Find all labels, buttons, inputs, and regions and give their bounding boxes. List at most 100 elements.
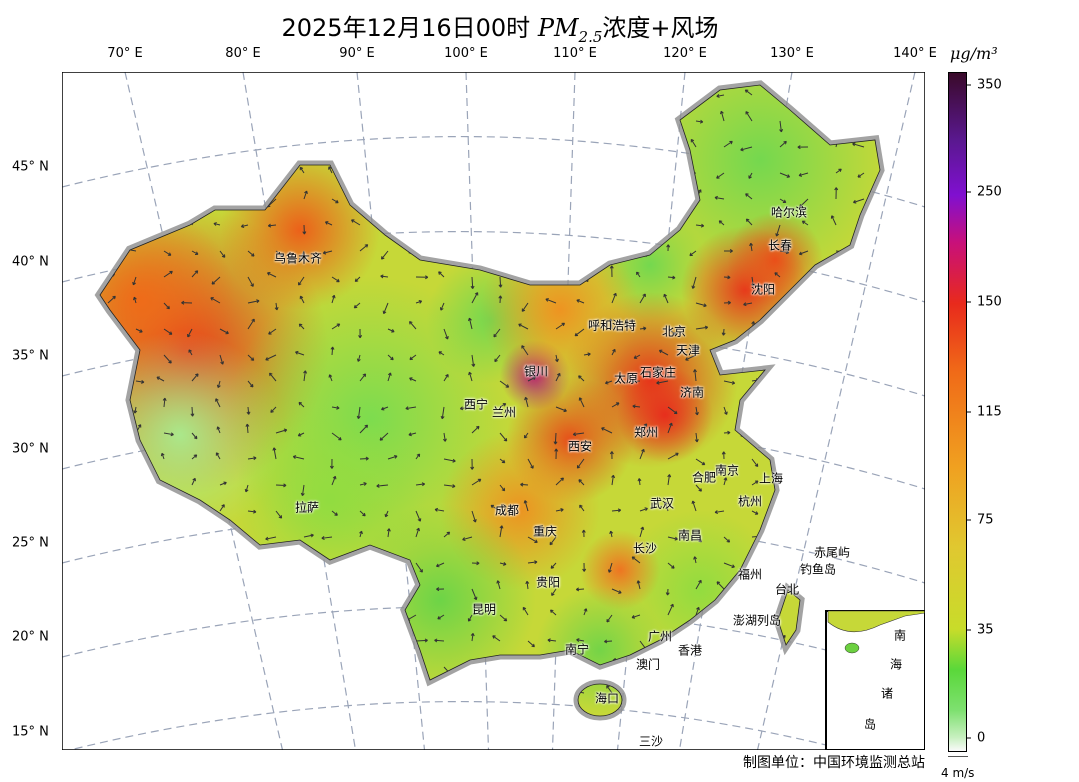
wind-arrow xyxy=(748,172,753,179)
wind-arrow xyxy=(691,276,697,289)
wind-arrow xyxy=(275,483,287,488)
wind-arrow xyxy=(521,345,529,356)
wind-arrow xyxy=(216,426,221,434)
wind-arrow xyxy=(575,587,585,592)
wind-arrow xyxy=(574,328,585,337)
wind-arrow xyxy=(611,292,617,304)
wind-arrow xyxy=(636,580,641,590)
wind-arrow xyxy=(247,456,257,461)
wind-arrow xyxy=(834,187,839,200)
city-label: 济南 xyxy=(679,385,705,400)
wind-arrow xyxy=(191,454,198,460)
wind-arrow xyxy=(471,510,477,523)
wind-arrow xyxy=(303,533,314,538)
wind-arrow xyxy=(632,404,641,409)
wind-arrow xyxy=(581,529,586,538)
city-label: 长春 xyxy=(767,238,793,253)
wind-arrow xyxy=(716,581,725,590)
wind-arrow xyxy=(213,222,221,226)
wind-arrow xyxy=(409,321,417,330)
wind-arrow xyxy=(576,458,585,469)
wind-arrow xyxy=(471,292,479,304)
wind-arrow xyxy=(387,354,394,361)
credit-text: 制图单位：中国环境监测总站 xyxy=(743,755,925,771)
wind-scale-label: 4 m/s xyxy=(941,766,975,780)
wind-arrow xyxy=(275,428,288,434)
wind-arrow xyxy=(607,562,613,573)
wind-arrow xyxy=(522,606,529,616)
wind-arrow xyxy=(583,352,591,357)
wind-arrow xyxy=(582,562,587,572)
city-label: 哈尔滨 xyxy=(770,205,808,220)
city-label: 福州 xyxy=(737,567,763,582)
lon-label: 140° E xyxy=(893,46,937,61)
wind-arrow xyxy=(265,536,277,541)
wind-arrow xyxy=(721,451,726,460)
wind-arrow xyxy=(359,482,367,486)
city-label: 上海 xyxy=(758,471,784,486)
wind-arrow xyxy=(265,354,277,361)
city-label: 沈阳 xyxy=(750,282,776,297)
wind-arrow xyxy=(380,250,389,260)
wind-arrow xyxy=(857,172,865,178)
wind-arrow xyxy=(779,140,787,148)
wind-arrow xyxy=(631,556,641,564)
wind-arrow xyxy=(723,300,731,305)
city-label: 海口 xyxy=(594,691,620,706)
city-label: 南昌 xyxy=(677,528,703,543)
city-label: 银川 xyxy=(523,364,549,379)
wind-arrow xyxy=(405,406,417,411)
wind-arrow xyxy=(695,325,709,330)
wind-arrow xyxy=(415,482,426,487)
wind-arrow xyxy=(550,562,557,569)
map-title: 2025年12月16日00时 PM2.5浓度+风场 xyxy=(281,14,719,46)
wind-arrow xyxy=(695,458,706,466)
wind-arrow xyxy=(572,432,585,437)
wind-arrow xyxy=(269,372,277,382)
colorbar-unit: μg/m³ xyxy=(950,44,998,63)
wind-arrow xyxy=(219,504,225,512)
wind-arrow xyxy=(409,354,417,361)
wind-arrow xyxy=(191,250,199,255)
wind-arrow xyxy=(211,276,221,285)
lat-label: 30° N xyxy=(12,441,49,457)
wind-arrow xyxy=(247,276,254,287)
wind-arrow xyxy=(274,302,279,311)
wind-arrow xyxy=(188,349,193,356)
wind-arrow xyxy=(247,354,255,361)
wind-arrow xyxy=(523,432,529,439)
wind-arrow xyxy=(459,406,473,411)
wind-arrow xyxy=(695,536,702,543)
wind-arrow xyxy=(685,354,697,361)
wind-arrow xyxy=(163,328,173,335)
colorbar-tick: 350 xyxy=(966,78,1002,93)
wind-arrow xyxy=(745,218,753,226)
lat-label: 20° N xyxy=(12,629,49,645)
wind-arrow xyxy=(275,510,283,519)
wind-arrow xyxy=(639,448,645,460)
city-label: 三沙 xyxy=(638,734,664,749)
city-label: 钓鱼岛 xyxy=(799,562,837,577)
wind-arrow xyxy=(132,276,137,286)
wind-arrow xyxy=(751,276,755,287)
wind-arrow xyxy=(299,295,305,304)
wind-arrow xyxy=(356,354,361,362)
wind-arrow xyxy=(381,406,389,411)
city-label: 呼和浩特 xyxy=(587,318,637,333)
colorbar-tick: 75 xyxy=(966,513,994,528)
wind-arrow xyxy=(775,224,781,237)
wind-arrow xyxy=(133,296,137,304)
city-label: 兰州 xyxy=(491,405,517,420)
city-label: 重庆 xyxy=(532,524,558,539)
wind-arrow xyxy=(527,458,534,469)
wind-arrow xyxy=(493,328,501,338)
wind-arrow xyxy=(578,479,585,486)
wind-arrow xyxy=(434,507,445,512)
wind-arrow xyxy=(191,477,196,486)
inset-label: 诸 xyxy=(880,686,894,701)
wind-arrow xyxy=(666,244,671,252)
wind-arrow xyxy=(609,451,614,460)
wind-arrow xyxy=(354,276,361,282)
wind-arrow xyxy=(689,250,697,257)
wind-arrow xyxy=(247,509,257,514)
